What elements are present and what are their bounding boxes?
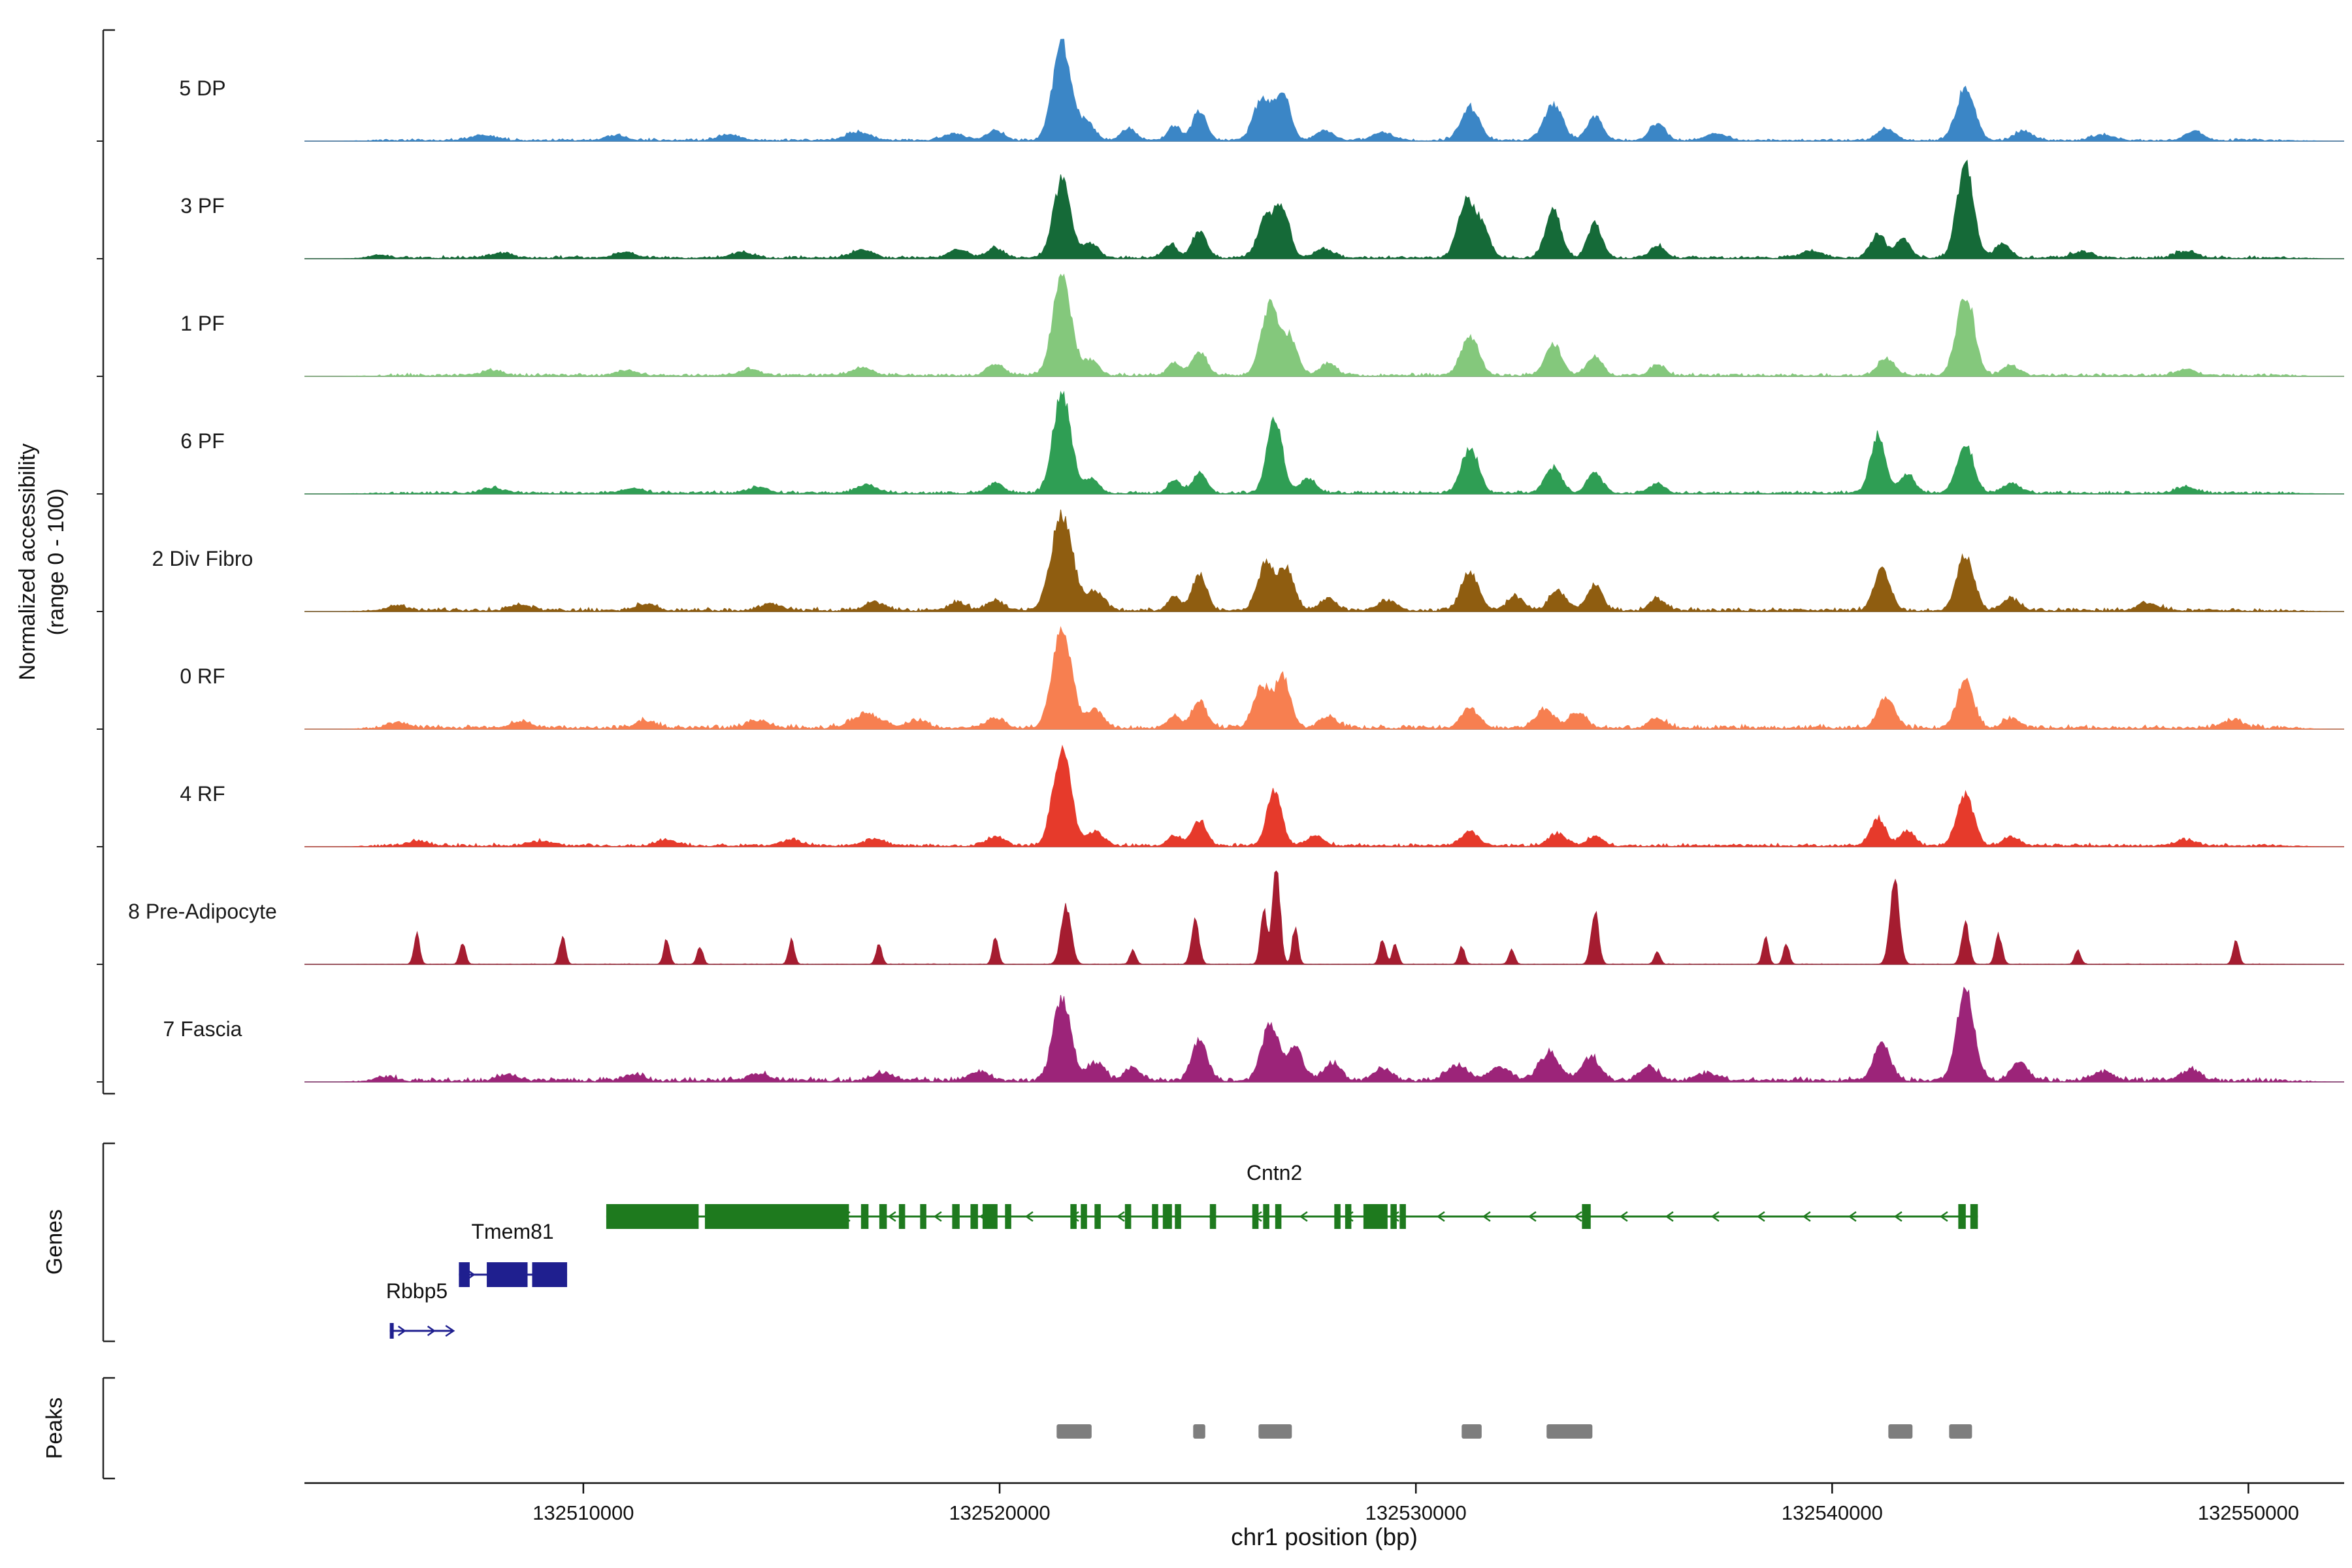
peak-region [1546, 1424, 1593, 1439]
gene-strand-arrow-Cntn2 [1756, 1211, 1765, 1222]
gene-exon-Cntn2 [1070, 1204, 1077, 1229]
peak-region [1888, 1424, 1913, 1439]
x-tick-label: 132540000 [1782, 1501, 1883, 1524]
gene-exon-Cntn2 [1390, 1204, 1397, 1229]
track-signal-5-dp [304, 39, 2344, 142]
track-label-0-rf: 0 RF [180, 664, 225, 688]
gene-exon-Cntn2 [1124, 1204, 1132, 1229]
track-label-7-fascia: 7 Fascia [163, 1017, 242, 1041]
gene-exon-Cntn2 [970, 1204, 978, 1229]
track-label-6-pf: 6 PF [180, 429, 225, 453]
gene-exon-Cntn2 [1345, 1204, 1352, 1229]
peak-region [1193, 1424, 1205, 1439]
gene-strand-arrow-Cntn2 [1802, 1211, 1811, 1222]
gene-exon-Cntn2 [1094, 1204, 1101, 1229]
gene-exon-Cntn2 [1175, 1204, 1181, 1229]
gene-strand-arrow-Cntn2 [1893, 1211, 1903, 1222]
peak-region [1949, 1424, 1972, 1439]
gene-exon-Rbbp5 [389, 1323, 394, 1339]
gene-exon-Cntn2 [1582, 1204, 1591, 1229]
track-label-2-div-fibro: 2 Div Fibro [152, 547, 253, 570]
peak-region [1258, 1424, 1292, 1439]
gene-exon-Cntn2 [1162, 1204, 1172, 1229]
track-label-3-pf: 3 PF [180, 194, 225, 218]
track-label-5-dp: 5 DP [179, 76, 226, 100]
gene-exon-Cntn2 [1005, 1204, 1011, 1229]
gene-strand-arrow-Cntn2 [1710, 1211, 1720, 1222]
track-signal-8-pre-adipocyte [304, 870, 2344, 965]
gene-exon-Cntn2 [1252, 1204, 1259, 1229]
track-signal-2-div-fibro [304, 509, 2344, 612]
gene-exon-Cntn2 [606, 1204, 699, 1229]
gene-exon-Cntn2 [704, 1204, 849, 1229]
peak-region [1462, 1424, 1482, 1439]
gene-strand-arrow-Cntn2 [1436, 1211, 1445, 1222]
peak-region [1056, 1424, 1092, 1439]
gene-exon-Cntn2 [1399, 1204, 1406, 1229]
x-tick-label: 132520000 [949, 1501, 1050, 1524]
gene-exon-Cntn2 [1970, 1204, 1978, 1229]
gene-strand-arrow-Cntn2 [1024, 1211, 1034, 1222]
gene-exon-Cntn2 [952, 1204, 960, 1229]
y-axis-label-line1: Normalized accessibility [14, 443, 40, 681]
gene-strand-arrow-Cntn2 [1116, 1211, 1125, 1222]
gene-exon-Cntn2 [1209, 1204, 1217, 1229]
track-label-8-pre-adipocyte: 8 Pre-Adipocyte [128, 900, 277, 923]
track-signal-1-pf [304, 273, 2344, 377]
gene-exon-Cntn2 [1081, 1204, 1087, 1229]
x-tick-label: 132510000 [532, 1501, 634, 1524]
track-signal-3-pf [304, 159, 2344, 259]
gene-strand-arrow-Rbbp5 [427, 1325, 436, 1337]
gene-strand-arrow-Cntn2 [1573, 1211, 1582, 1222]
gene-exon-Tmem81 [532, 1262, 568, 1287]
gene-strand-arrow-Cntn2 [1939, 1211, 1948, 1222]
gene-end-arrow-Rbbp5 [445, 1324, 455, 1337]
gene-exon-Cntn2 [982, 1204, 998, 1229]
gene-strand-arrow-Cntn2 [1619, 1211, 1628, 1222]
gene-strand-arrow-Cntn2 [1527, 1211, 1537, 1222]
track-signal-6-pf [304, 391, 2344, 495]
peaks-section-label: Peaks [42, 1397, 67, 1460]
gene-exon-Cntn2 [1263, 1204, 1269, 1229]
gene-exon-Cntn2 [860, 1204, 869, 1229]
x-axis-title: chr1 position (bp) [1231, 1524, 1418, 1550]
gene-label-Cntn2: Cntn2 [1247, 1161, 1302, 1184]
gene-exon-Cntn2 [898, 1204, 906, 1229]
gene-exon-Tmem81 [459, 1262, 470, 1287]
gene-strand-arrow-Rbbp5 [397, 1325, 406, 1337]
track-signal-4-rf [304, 744, 2344, 847]
gene-label-Tmem81: Tmem81 [471, 1220, 553, 1243]
gene-strand-arrow-Cntn2 [1665, 1211, 1674, 1222]
track-label-1-pf: 1 PF [180, 312, 225, 335]
gene-strand-arrow-Cntn2 [887, 1211, 896, 1222]
gene-exon-Cntn2 [1275, 1204, 1282, 1229]
gene-label-Rbbp5: Rbbp5 [386, 1279, 448, 1303]
gene-strand-arrow-Cntn2 [1299, 1211, 1308, 1222]
track-signal-0-rf [304, 626, 2344, 730]
gene-exon-Cntn2 [920, 1204, 926, 1229]
gene-exon-Cntn2 [879, 1204, 887, 1229]
track-label-4-rf: 4 RF [180, 782, 225, 806]
gene-exon-Cntn2 [1363, 1204, 1388, 1229]
gene-strand-arrow-Cntn2 [1848, 1211, 1857, 1222]
gene-exon-Cntn2 [1958, 1204, 1966, 1229]
gene-exon-Tmem81 [487, 1262, 528, 1287]
gene-exon-Cntn2 [1334, 1204, 1341, 1229]
gene-exon-Cntn2 [1152, 1204, 1158, 1229]
x-tick-label: 132550000 [2198, 1501, 2299, 1524]
gene-strand-arrow-Cntn2 [933, 1211, 942, 1222]
gene-strand-arrow-Cntn2 [1482, 1211, 1491, 1222]
genes-section-label: Genes [42, 1209, 67, 1275]
track-signal-7-fascia [304, 987, 2344, 1083]
x-tick-label: 132530000 [1365, 1501, 1467, 1524]
